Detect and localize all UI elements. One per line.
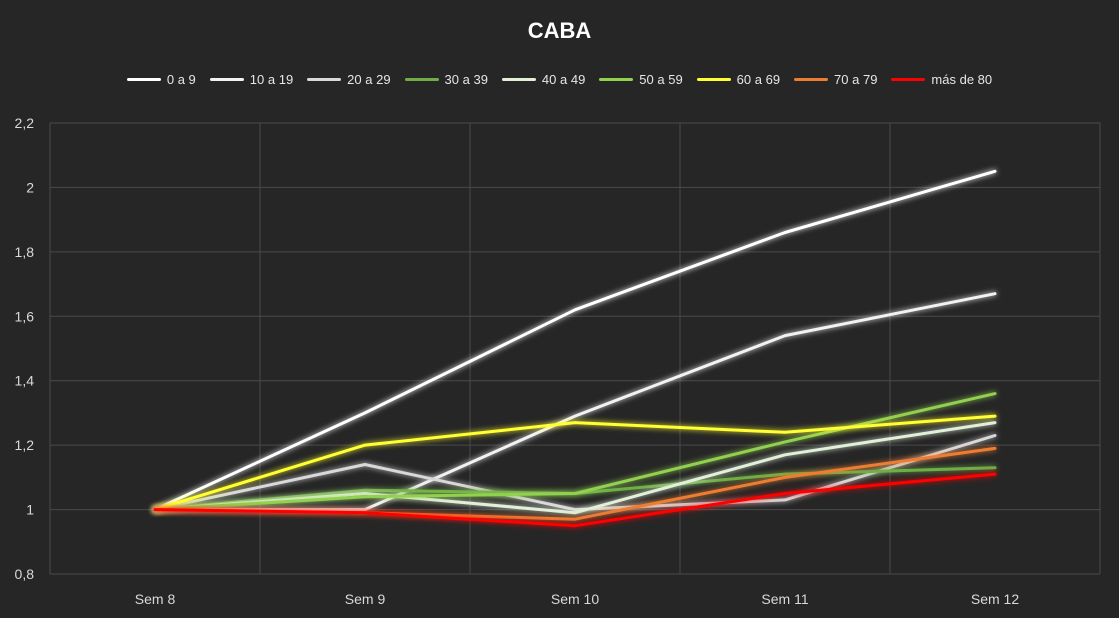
legend-item: 50 a 59 xyxy=(599,72,683,87)
legend-swatch xyxy=(891,78,926,81)
legend-label: 0 a 9 xyxy=(166,72,196,87)
legend-label: 50 a 59 xyxy=(639,72,683,87)
chart-legend: 0 a 9 10 a 19 20 a 29 30 a 39 40 a 49 50 a 59… xyxy=(0,72,1119,87)
legend-item: 20 a 29 xyxy=(307,72,391,87)
legend-item: más de 80 xyxy=(891,72,992,87)
y-tick-label: 1,2 xyxy=(15,437,35,453)
legend-item: 70 a 79 xyxy=(794,72,877,87)
legend-item: 30 a 39 xyxy=(404,72,488,87)
y-tick-label: 1 xyxy=(26,502,34,518)
legend-item: 10 a 19 xyxy=(209,72,294,87)
legend-item: 40 a 49 xyxy=(501,72,586,87)
axes: 0,8 1 1,2 1,4 1,6 1,8 2 2,2 Sem 8 Sem 9 Sem 10 Sem … xyxy=(15,115,1020,607)
series-line xyxy=(153,421,997,515)
series-lines xyxy=(153,169,997,528)
legend-swatch xyxy=(209,78,244,81)
y-tick-label: 2,2 xyxy=(15,115,35,131)
series-line xyxy=(153,169,997,512)
legend-swatch xyxy=(599,78,634,81)
legend-label: 60 a 69 xyxy=(736,72,781,87)
legend-item: 60 a 69 xyxy=(696,72,781,87)
series-line xyxy=(153,434,997,512)
legend-swatch xyxy=(501,78,536,81)
legend-swatch xyxy=(126,78,161,81)
y-tick-label: 1,8 xyxy=(15,244,35,260)
series-line xyxy=(153,292,997,512)
legend-label: 40 a 49 xyxy=(541,72,586,87)
legend-label: 70 a 79 xyxy=(834,72,878,87)
x-tick-label: Sem 9 xyxy=(345,591,386,607)
x-tick-label: Sem 12 xyxy=(971,591,1019,607)
y-tick-label: 0,8 xyxy=(15,566,35,582)
y-tick-label: 2 xyxy=(26,179,34,195)
legend-swatch xyxy=(404,78,439,81)
series-line xyxy=(153,472,997,528)
legend-label: 10 a 19 xyxy=(249,72,294,87)
legend-item: 0 a 9 xyxy=(126,72,196,87)
y-tick-label: 1,4 xyxy=(15,373,35,389)
series-line xyxy=(153,414,997,512)
x-tick-label: Sem 11 xyxy=(761,591,808,607)
legend-label: 20 a 29 xyxy=(347,72,391,87)
y-tick-label: 1,6 xyxy=(15,308,35,324)
chart-title: CABA xyxy=(527,18,592,43)
x-tick-label: Sem 8 xyxy=(135,591,176,607)
legend-swatch xyxy=(696,78,731,81)
gridlines xyxy=(49,122,1101,575)
legend-swatch xyxy=(794,78,829,81)
x-tick-label: Sem 10 xyxy=(551,591,599,607)
legend-swatch xyxy=(307,78,342,81)
legend-label: más de 80 xyxy=(931,72,993,87)
legend-label: 30 a 39 xyxy=(444,72,488,87)
